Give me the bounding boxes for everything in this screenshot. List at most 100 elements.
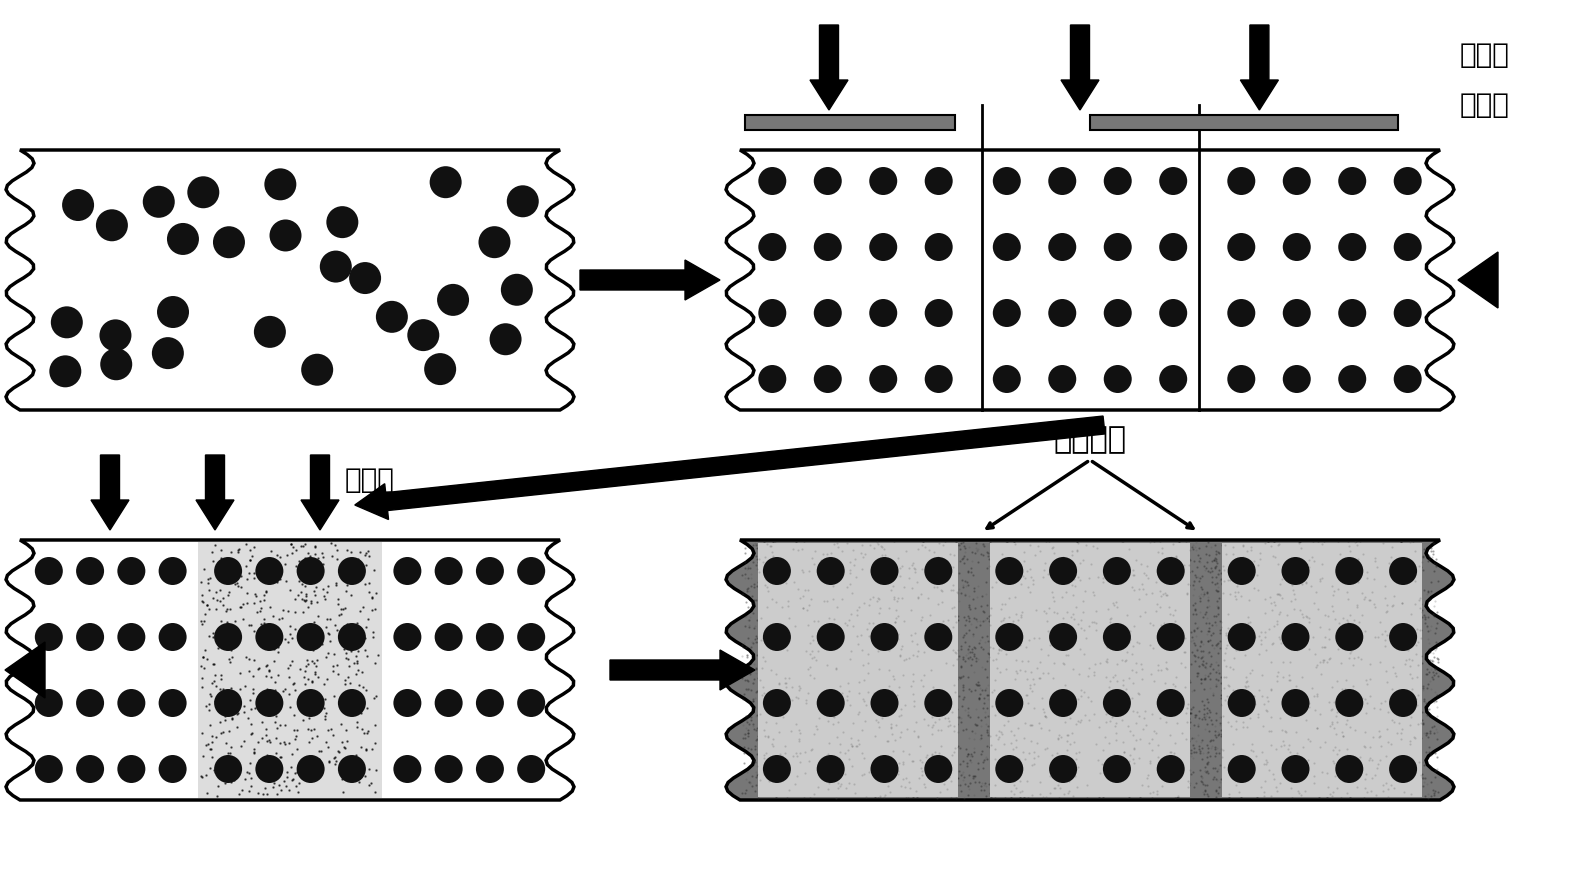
- Ellipse shape: [817, 623, 844, 651]
- Ellipse shape: [489, 323, 522, 356]
- Ellipse shape: [434, 623, 462, 651]
- FancyArrow shape: [355, 416, 1105, 519]
- Ellipse shape: [1049, 557, 1077, 585]
- Ellipse shape: [517, 623, 545, 651]
- FancyArrow shape: [1061, 25, 1099, 110]
- Text: 光掩膜: 光掩膜: [1460, 91, 1509, 119]
- Ellipse shape: [814, 167, 841, 195]
- Ellipse shape: [924, 557, 953, 585]
- Ellipse shape: [1338, 233, 1366, 261]
- Ellipse shape: [1159, 365, 1187, 393]
- Ellipse shape: [434, 557, 462, 585]
- Ellipse shape: [143, 186, 174, 217]
- Ellipse shape: [817, 689, 844, 717]
- Ellipse shape: [1283, 299, 1311, 327]
- Ellipse shape: [871, 623, 899, 651]
- Ellipse shape: [75, 557, 104, 585]
- Ellipse shape: [1281, 623, 1309, 651]
- Ellipse shape: [1228, 167, 1256, 195]
- Ellipse shape: [1335, 755, 1363, 783]
- Ellipse shape: [393, 623, 421, 651]
- FancyArrow shape: [810, 25, 847, 110]
- Ellipse shape: [75, 689, 104, 717]
- Ellipse shape: [1157, 557, 1185, 585]
- Bar: [198, 542, 382, 798]
- Ellipse shape: [255, 689, 283, 717]
- Ellipse shape: [1228, 755, 1256, 783]
- Ellipse shape: [1335, 557, 1363, 585]
- Bar: [758, 543, 957, 797]
- Ellipse shape: [762, 557, 791, 585]
- Ellipse shape: [476, 689, 505, 717]
- Ellipse shape: [437, 284, 468, 316]
- Ellipse shape: [1283, 365, 1311, 393]
- Ellipse shape: [118, 557, 145, 585]
- Polygon shape: [726, 150, 1454, 410]
- Ellipse shape: [214, 557, 242, 585]
- Ellipse shape: [255, 623, 283, 651]
- Ellipse shape: [255, 557, 283, 585]
- Ellipse shape: [302, 354, 333, 385]
- Ellipse shape: [994, 299, 1020, 327]
- Ellipse shape: [393, 755, 421, 783]
- Ellipse shape: [61, 189, 94, 221]
- FancyArrow shape: [580, 260, 720, 300]
- Ellipse shape: [75, 755, 104, 783]
- Ellipse shape: [758, 233, 786, 261]
- Bar: [990, 543, 1190, 797]
- Ellipse shape: [118, 623, 145, 651]
- Ellipse shape: [297, 623, 325, 651]
- Ellipse shape: [1281, 689, 1309, 717]
- Ellipse shape: [327, 206, 358, 238]
- Ellipse shape: [1283, 167, 1311, 195]
- FancyArrow shape: [610, 650, 755, 690]
- Ellipse shape: [1104, 689, 1130, 717]
- Ellipse shape: [255, 755, 283, 783]
- Ellipse shape: [187, 176, 220, 209]
- Ellipse shape: [869, 167, 898, 195]
- Ellipse shape: [214, 689, 242, 717]
- Ellipse shape: [476, 557, 505, 585]
- Ellipse shape: [1228, 623, 1256, 651]
- Ellipse shape: [924, 167, 953, 195]
- Ellipse shape: [159, 557, 187, 585]
- Ellipse shape: [814, 299, 841, 327]
- Ellipse shape: [762, 755, 791, 783]
- FancyArrow shape: [196, 455, 234, 530]
- Ellipse shape: [1104, 167, 1132, 195]
- Ellipse shape: [159, 689, 187, 717]
- Ellipse shape: [1338, 299, 1366, 327]
- Ellipse shape: [75, 623, 104, 651]
- Ellipse shape: [1157, 689, 1185, 717]
- Ellipse shape: [159, 755, 187, 783]
- Ellipse shape: [159, 623, 187, 651]
- Text: 取向差异: 取向差异: [1053, 426, 1127, 454]
- Ellipse shape: [814, 365, 841, 393]
- Ellipse shape: [1157, 755, 1185, 783]
- Ellipse shape: [297, 689, 325, 717]
- Ellipse shape: [1104, 623, 1130, 651]
- Ellipse shape: [1394, 299, 1421, 327]
- Ellipse shape: [338, 623, 366, 651]
- FancyArrow shape: [300, 455, 340, 530]
- Polygon shape: [726, 540, 1454, 800]
- Ellipse shape: [517, 557, 545, 585]
- Ellipse shape: [118, 755, 145, 783]
- Bar: [745, 115, 956, 130]
- Ellipse shape: [924, 755, 953, 783]
- Ellipse shape: [924, 233, 953, 261]
- Ellipse shape: [157, 296, 189, 328]
- Bar: [1223, 543, 1423, 797]
- Ellipse shape: [338, 557, 366, 585]
- Ellipse shape: [1104, 755, 1130, 783]
- Ellipse shape: [1157, 623, 1185, 651]
- Ellipse shape: [1394, 365, 1421, 393]
- Text: 紫外光: 紫外光: [344, 466, 395, 494]
- Ellipse shape: [1104, 299, 1132, 327]
- Ellipse shape: [1283, 233, 1311, 261]
- Ellipse shape: [407, 319, 439, 351]
- Ellipse shape: [924, 623, 953, 651]
- Ellipse shape: [1338, 365, 1366, 393]
- Ellipse shape: [1390, 557, 1416, 585]
- Ellipse shape: [1104, 233, 1132, 261]
